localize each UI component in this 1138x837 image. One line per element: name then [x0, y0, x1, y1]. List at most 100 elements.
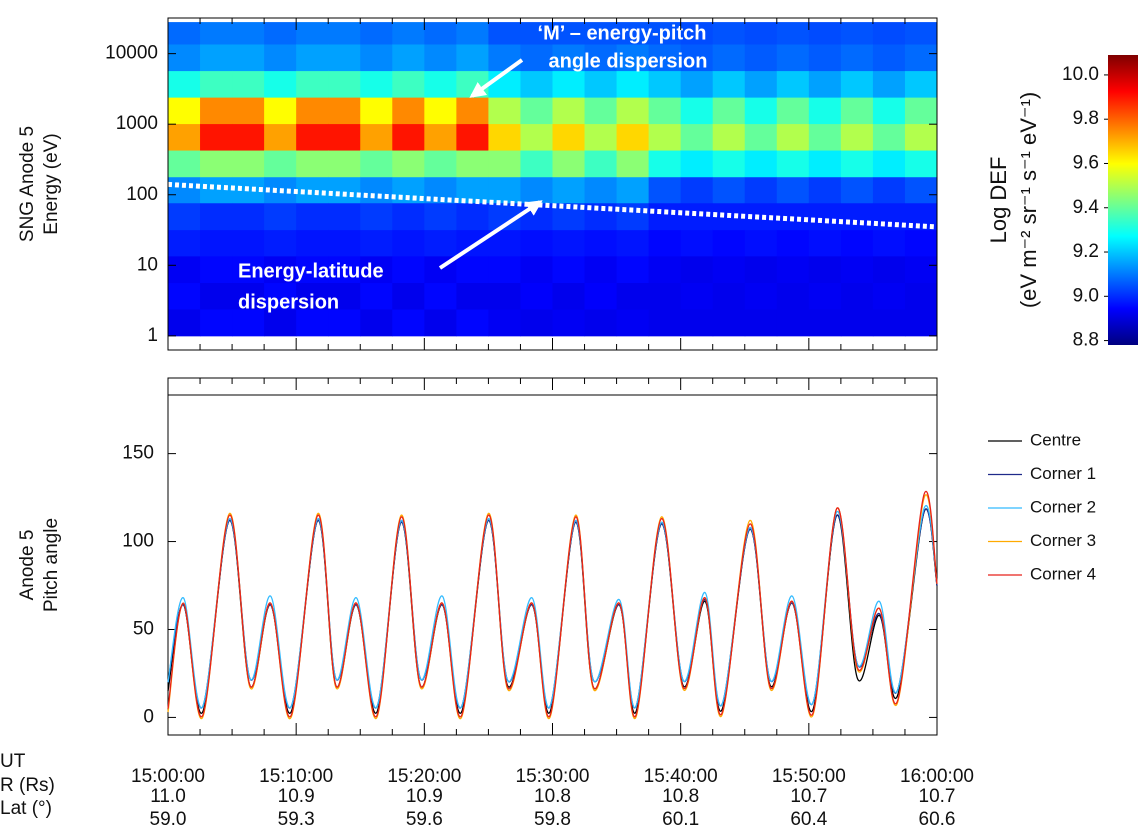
heat-cell: [456, 309, 489, 337]
heat-cell: [776, 202, 810, 231]
heat-cell: [616, 255, 650, 284]
heat-cell: [616, 70, 650, 98]
colorbar-tick-label: 9.2: [1073, 241, 1099, 262]
heat-cell: [488, 123, 521, 151]
heat-cell: [360, 43, 393, 72]
heat-cell: [264, 229, 297, 257]
heat-cell: [904, 309, 938, 337]
heat-cell: [328, 255, 361, 284]
heat-cell: [392, 309, 425, 337]
heat-cell: [712, 97, 746, 125]
heat-cell: [872, 255, 906, 284]
heat-cell: [648, 70, 682, 98]
ephemeris-value: 10.7: [919, 786, 956, 807]
heat-cell: [680, 255, 714, 284]
heat-cell: [168, 123, 201, 151]
heat-cell: [328, 176, 361, 204]
heat-cell: [360, 22, 393, 45]
heat-cell: [200, 123, 233, 151]
heat-cell: [840, 150, 874, 178]
heat-cell: [168, 176, 201, 204]
heat-cell: [360, 229, 393, 257]
heat-cell: [616, 282, 650, 310]
heat-cell: [872, 43, 906, 72]
heat-cell: [648, 22, 682, 45]
heat-cell: [232, 97, 265, 125]
heat-cell: [904, 176, 938, 204]
heat-cell: [264, 97, 297, 125]
ephemeris-value: 10.8: [534, 786, 571, 807]
heat-cell: [584, 43, 618, 72]
colorbar-label: (eV m⁻² sr⁻¹ s⁻¹ eV⁻¹): [1016, 92, 1041, 308]
heat-cell: [840, 123, 874, 151]
ephemeris-value: 60.6: [919, 809, 956, 830]
heat-cell: [360, 309, 393, 337]
y-tick-label: 100: [126, 184, 158, 205]
series-line: [167, 490, 938, 718]
heat-cell: [296, 229, 329, 257]
heat-cell: [232, 43, 265, 72]
heat-cell: [712, 22, 746, 45]
legend-label: Corner 4: [1030, 564, 1096, 583]
heat-cell: [264, 309, 297, 337]
ephemeris-value: 59.3: [278, 809, 315, 830]
ephemeris-value: 11.0: [150, 786, 186, 807]
arrow: [438, 200, 543, 270]
heat-cell: [168, 70, 201, 98]
heat-cell: [776, 176, 810, 204]
heat-cell: [552, 70, 586, 98]
heat-cell: [744, 123, 778, 151]
heat-cell: [584, 70, 618, 98]
colorbar-tick-label: 9.6: [1073, 152, 1099, 173]
heat-cell: [552, 282, 586, 310]
heat-cell: [680, 70, 714, 98]
heat-cell: [328, 309, 361, 337]
heat-cell: [200, 202, 233, 231]
heat-cell: [520, 309, 553, 337]
heat-cell: [648, 43, 682, 72]
heat-cell: [392, 229, 425, 257]
y-tick-label: 150: [122, 443, 154, 464]
heat-cell: [776, 255, 810, 284]
y-axis-label: SNG Anode 5: [17, 126, 38, 242]
heat-cell: [360, 255, 393, 284]
heat-cell: [200, 229, 233, 257]
heat-cell: [616, 22, 650, 45]
ephemeris-value: 60.1: [662, 809, 699, 830]
heat-cell: [424, 202, 457, 231]
heat-cell: [488, 150, 521, 178]
heat-cell: [424, 123, 457, 151]
heat-cell: [680, 309, 714, 337]
x-tick-label: 15:00:00: [131, 766, 205, 787]
heat-cell: [520, 229, 553, 257]
heat-cell: [200, 282, 233, 310]
heat-cell: [360, 202, 393, 231]
heat-cell: [648, 176, 682, 204]
heat-cell: [552, 22, 586, 45]
heat-cell: [712, 229, 746, 257]
x-tick-label: 15:50:00: [772, 766, 846, 787]
heat-cell: [200, 97, 233, 125]
heat-cell: [712, 282, 746, 310]
heat-cell: [232, 150, 265, 178]
colorbar-tick-label: 9.4: [1073, 197, 1100, 218]
heat-cell: [424, 229, 457, 257]
heat-cell: [840, 282, 874, 310]
annotation: Energy-latitude: [238, 260, 384, 282]
annotation: angle dispersion: [549, 50, 708, 72]
heat-cell: [648, 150, 682, 178]
heat-cell: [200, 22, 233, 45]
x-axis-label: UT: [0, 751, 26, 772]
x-tick-label: 16:00:00: [900, 766, 974, 787]
heat-cell: [648, 123, 682, 151]
heat-cell: [840, 43, 874, 72]
heat-cell: [456, 123, 489, 151]
x-tick-label: 15:30:00: [516, 766, 590, 787]
heat-cell: [520, 255, 553, 284]
heat-cell: [552, 309, 586, 337]
heat-cell: [392, 43, 425, 72]
heat-cell: [808, 123, 842, 151]
legend-label: Corner 3: [1030, 531, 1096, 550]
heat-cell: [808, 255, 842, 284]
heat-cell: [840, 97, 874, 125]
